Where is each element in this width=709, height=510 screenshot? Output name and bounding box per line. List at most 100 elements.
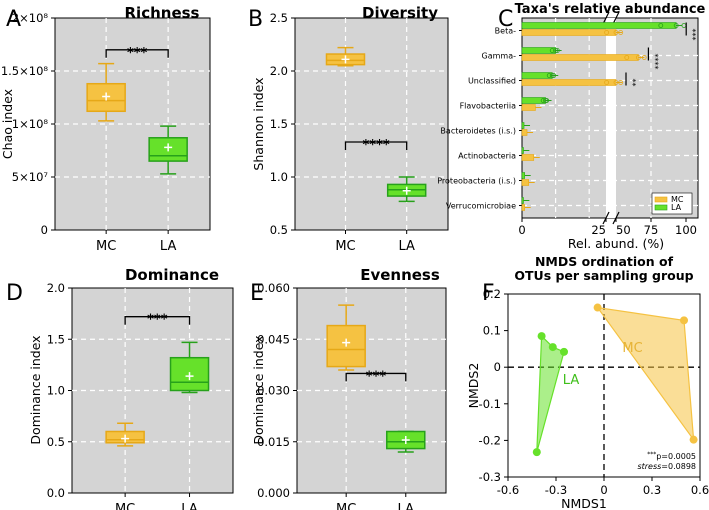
- category-label: Flavobacteriia: [460, 102, 517, 111]
- point-mc: [593, 303, 602, 312]
- annotation-p-value: p=0.0005: [656, 452, 696, 461]
- panel-letter: E: [250, 281, 264, 306]
- x-tick-label: MC: [336, 502, 356, 510]
- category-label: Proteobacteria (i.s.): [437, 177, 516, 186]
- sample-point: [551, 73, 557, 78]
- significance-label: ***: [688, 29, 697, 41]
- bar-mc: [521, 179, 530, 186]
- bar-la: [521, 147, 524, 154]
- mean-marker: [102, 92, 111, 101]
- sample-point: [624, 55, 630, 60]
- chart-title: Evenness: [360, 266, 440, 284]
- significance-label: ***: [147, 313, 168, 328]
- sample-point: [636, 55, 641, 60]
- box-mc: [105, 422, 145, 447]
- axis-break-strip: [606, 18, 616, 218]
- panel-letter: C: [498, 7, 513, 32]
- y-tick-label: 1.0: [47, 384, 65, 398]
- box-la: [386, 430, 426, 453]
- y-tick-label: 0.030: [257, 384, 290, 398]
- significance-label: ***: [366, 369, 387, 384]
- x-tick-label: -0.3: [545, 483, 567, 497]
- legend-label-la: LA: [671, 203, 682, 212]
- y-tick-label: 1.0: [270, 170, 288, 184]
- x-tick-label: 0.6: [691, 483, 709, 497]
- x-tick-label: 0: [600, 483, 607, 497]
- bar-mc: [521, 79, 617, 86]
- chart-title: NMDS ordination of OTUs per sampling grou…: [514, 254, 693, 283]
- sample-point: [618, 30, 624, 35]
- x-tick-label: 0.3: [643, 483, 661, 497]
- sample-point: [658, 23, 664, 28]
- bar-la: [521, 22, 677, 29]
- sample-point: [613, 30, 619, 35]
- box-mc: [325, 46, 366, 67]
- sample-point: [549, 73, 555, 78]
- panel-c: Beta- Gamma- Unclassified Flavobacteriia Bac…: [437, 2, 705, 251]
- y-axis-label: NMDS2: [466, 363, 481, 409]
- x-tick-label: 0: [518, 223, 525, 237]
- hull-mc: [596, 306, 695, 442]
- panel-b: 0.5 1.0 1.5 2.0 2.5 MC LA **** Diversity B Shannon…: [248, 4, 449, 254]
- chart-title-line: NMDS ordination of: [535, 254, 674, 269]
- x-tick-label: LA: [160, 239, 177, 254]
- bar-mc: [521, 104, 536, 111]
- chart-title: Diversity: [362, 4, 438, 22]
- annotation-stars: ***: [647, 451, 656, 458]
- sample-point: [546, 73, 552, 78]
- mean-marker: [401, 436, 410, 445]
- sample-point: [544, 98, 550, 103]
- x-tick-label: LA: [398, 239, 415, 254]
- panel-e: 0.000 0.015 0.030 0.045 0.060 MC LA *** Evenness…: [250, 266, 447, 510]
- category-label: Bacteroidetes (i.s.): [440, 127, 516, 136]
- group-label-mc: MC: [622, 341, 642, 356]
- box-mc: [326, 304, 366, 371]
- x-axis-label: NMDS1: [561, 496, 607, 510]
- y-tick-label: -0.3: [479, 470, 501, 484]
- y-tick-label: 0.5: [270, 223, 288, 237]
- annotation-stress: stress=0.0898: [637, 462, 696, 471]
- bar-la: [521, 172, 525, 179]
- y-axis-label: Shannon index: [251, 77, 266, 170]
- legend-label-mc: MC: [671, 195, 684, 204]
- bar-mc: [521, 204, 525, 211]
- y-tick-label: 0.060: [257, 281, 290, 295]
- bar-mc: [521, 129, 528, 136]
- sample-point: [618, 80, 624, 85]
- sample-point: [540, 98, 546, 103]
- significance-label: ****: [650, 54, 659, 70]
- x-tick-label: 75: [644, 223, 659, 237]
- y-tick-label: 2.0: [47, 281, 65, 295]
- box-la: [169, 341, 210, 394]
- annotation-stress-value: =0.0898: [661, 462, 696, 471]
- point-la: [537, 332, 546, 341]
- significance-bracket: [345, 372, 407, 382]
- y-tick-label: 2.5: [270, 11, 288, 25]
- box-body: [326, 324, 366, 368]
- y-tick-label: 0.000: [257, 486, 290, 500]
- y-tick-label: 1.5: [47, 332, 65, 346]
- significance-bracket: [105, 49, 169, 58]
- y-tick-label: -0.2: [479, 433, 501, 447]
- y-tick-label: 0: [494, 360, 501, 374]
- box-mc: [86, 62, 126, 122]
- sample-point: [604, 30, 609, 35]
- box-la: [386, 176, 427, 203]
- legend-swatch-la: [654, 204, 668, 211]
- mean-marker: [185, 372, 194, 381]
- x-tick-label: -0.6: [497, 483, 519, 497]
- box-la: [148, 125, 188, 175]
- bar-mc: [521, 154, 535, 161]
- mean-marker: [121, 434, 130, 443]
- sample-point: [554, 48, 560, 53]
- bar-la: [521, 97, 546, 104]
- y-axis-label: Chao index: [0, 89, 15, 159]
- sample-point: [673, 23, 679, 28]
- y-axis-label: Dominance index: [251, 335, 266, 444]
- y-tick-label: 1×10⁸: [12, 117, 49, 131]
- mean-marker: [164, 143, 173, 152]
- sample-point: [613, 80, 619, 85]
- chart-title-line: OTUs per sampling group: [514, 268, 693, 283]
- category-label: Verrucomicrobiae: [446, 202, 516, 211]
